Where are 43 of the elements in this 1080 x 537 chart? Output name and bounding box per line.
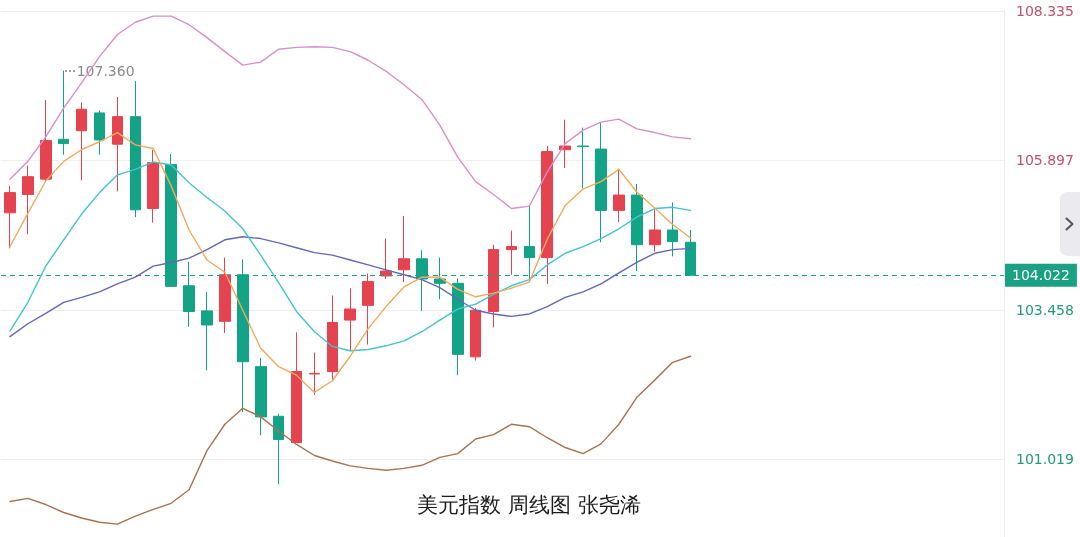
candlestick xyxy=(506,230,517,276)
y-tick-label: 101.019 xyxy=(1016,451,1074,468)
candlestick xyxy=(76,102,87,181)
candlestick xyxy=(452,277,464,376)
candlestick xyxy=(613,168,625,223)
line-series xyxy=(9,15,692,210)
candlestick xyxy=(291,331,302,444)
candlestick xyxy=(94,110,105,156)
candlestick xyxy=(470,307,481,362)
candlestick xyxy=(255,357,267,436)
candlestick xyxy=(631,183,643,272)
candlestick xyxy=(541,145,553,285)
candlestick xyxy=(22,165,34,235)
candlestick xyxy=(201,291,213,371)
candlestick xyxy=(40,99,52,183)
candlestick xyxy=(488,244,499,328)
candlestick xyxy=(344,287,356,352)
line-series xyxy=(9,161,692,352)
candlestick xyxy=(362,273,374,346)
candlestick xyxy=(273,413,284,485)
candlestick xyxy=(595,121,607,243)
candlestick xyxy=(327,295,338,382)
candlestick xyxy=(58,70,69,156)
candlestick xyxy=(649,207,661,252)
ref-line-label: 104.022 xyxy=(1012,267,1070,284)
candlestick xyxy=(559,119,571,169)
annotation: 美元指数 周线图 张尧浠 xyxy=(417,493,641,517)
candlestick xyxy=(577,127,589,189)
y-tick-label: 105.897 xyxy=(1016,152,1074,169)
y-tick-label: 108.335 xyxy=(1016,2,1074,19)
y-tick-label: 103.458 xyxy=(1016,301,1074,318)
candlestick xyxy=(219,257,231,334)
candlestick xyxy=(398,215,410,283)
candlestick xyxy=(309,352,320,396)
candlestick xyxy=(130,80,141,218)
line-series xyxy=(9,236,692,338)
candlestick xyxy=(380,238,392,280)
candlestick xyxy=(112,96,123,192)
candlestick xyxy=(147,149,159,224)
candlestick xyxy=(667,201,678,257)
candlestick xyxy=(4,185,16,249)
line-series xyxy=(9,355,692,525)
line-series xyxy=(9,131,692,394)
